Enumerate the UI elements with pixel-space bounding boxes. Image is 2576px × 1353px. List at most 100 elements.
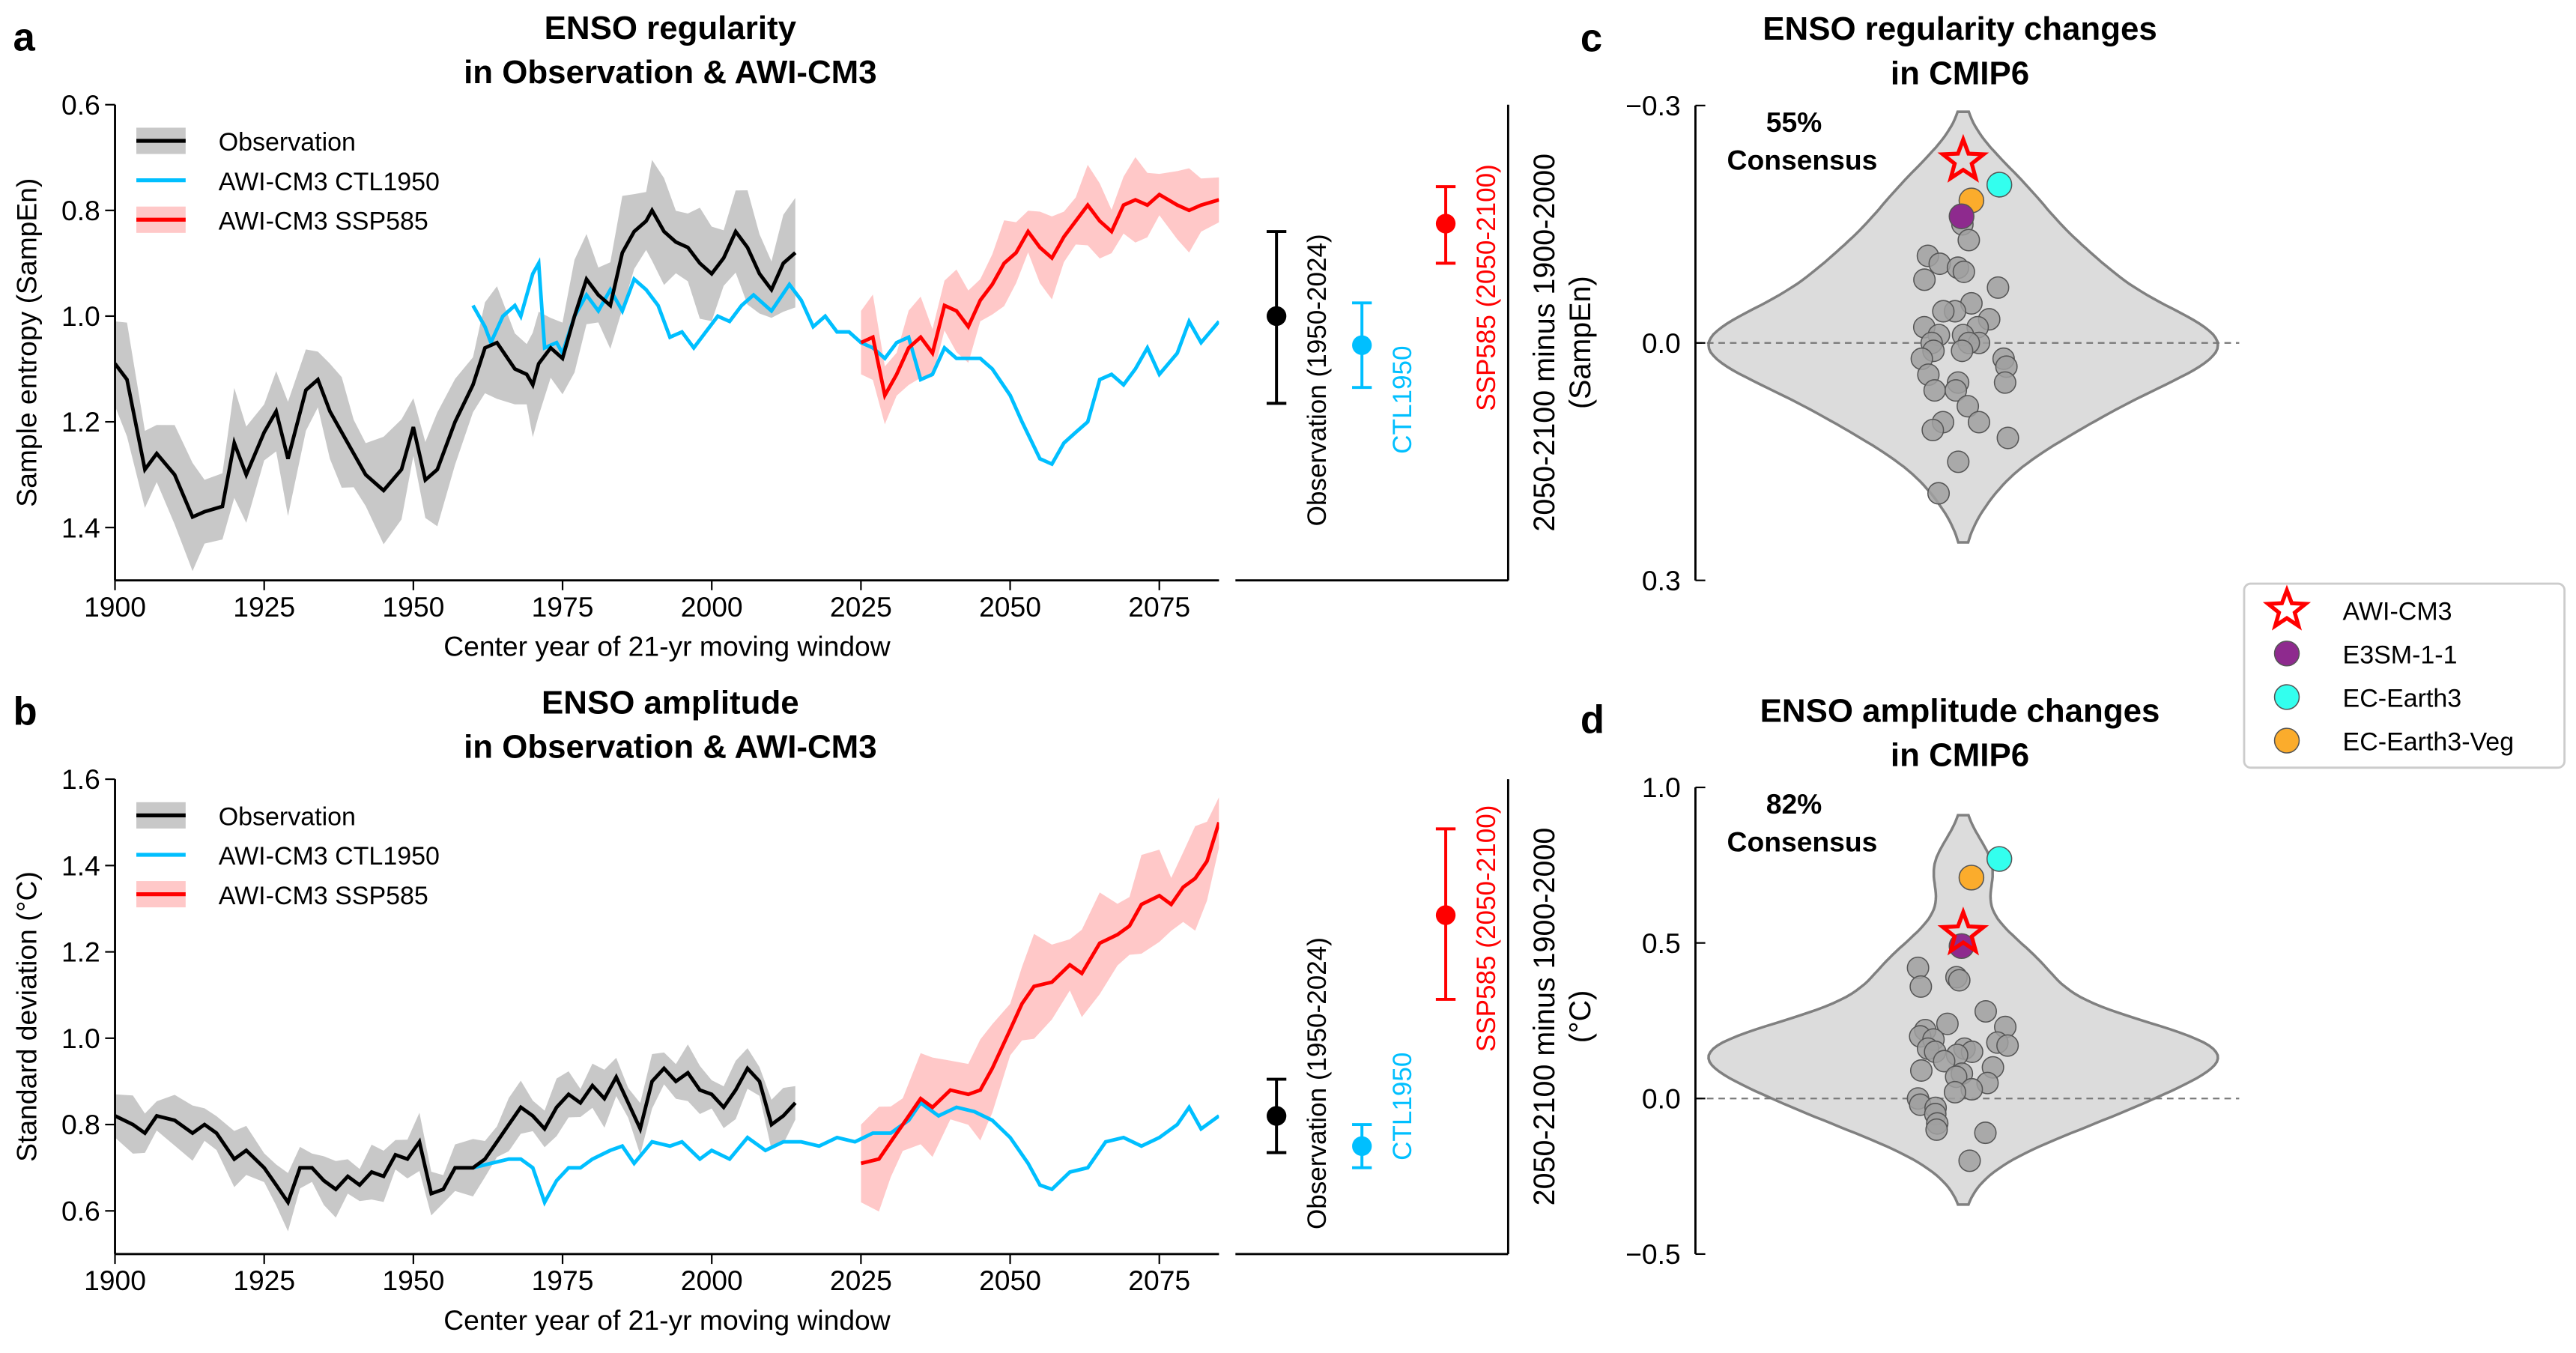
model-point: [1906, 956, 1930, 979]
plot-area-b: [115, 796, 1219, 1232]
model-point: [1925, 1118, 1948, 1141]
model-point: [1909, 975, 1933, 998]
model-point: [1996, 1034, 2019, 1057]
legend-label: E3SM-1-1: [2343, 641, 2458, 669]
model-point: [1967, 411, 1991, 434]
model-point: [1951, 339, 1974, 363]
panel-letter: d: [1581, 698, 1604, 742]
chart-title: ENSO amplitude changes: [1760, 692, 2160, 729]
mean-point-ctl: [1352, 335, 1372, 355]
model-point-awi-star-icon: [1937, 906, 1989, 956]
model-point: [1933, 1050, 1956, 1073]
y-tick-label: 0.6: [61, 89, 100, 121]
x-tick-label: 1975: [532, 591, 594, 623]
violin-shape: [1707, 814, 2219, 1206]
model-point: [1909, 1059, 1933, 1082]
chart-subtitle: in Observation & AWI-CM3: [464, 729, 877, 766]
mean-point-ssp: [1435, 905, 1456, 925]
model-point: [1945, 379, 1968, 402]
summary-label-ctl: CTL1950: [1388, 346, 1417, 454]
consensus-label: Consensus: [1727, 826, 1878, 858]
uncertainty-band-observation: [115, 1044, 795, 1232]
legend-label: EC-Earth3-Veg: [2343, 728, 2515, 757]
model-point: [1996, 426, 2019, 450]
model-point: [1974, 999, 1997, 1023]
x-tick-label: 1950: [382, 1265, 444, 1296]
y-tick-label: 1.0: [1642, 772, 1681, 803]
mean-point-observation: [1266, 306, 1287, 327]
y-tick-label: 1.2: [61, 936, 100, 968]
y-tick-label: 1.0: [61, 1023, 100, 1054]
y-tick-label: 0.0: [1642, 327, 1681, 359]
model-point-ecearth3veg: [1958, 865, 1985, 891]
legend-label: AWI-CM3 SSP585: [219, 207, 428, 235]
y-tick-label: 0.0: [1642, 1083, 1681, 1114]
model-point-awi-star-icon: [1937, 133, 1989, 183]
x-tick-label: 1900: [84, 1265, 146, 1296]
panel-letter: c: [1581, 16, 1602, 60]
y-tick-label: 0.3: [1642, 565, 1681, 596]
chart-subtitle: in CMIP6: [1891, 737, 2029, 774]
summary-label-ssp: SSP585 (2050-2100): [1472, 805, 1501, 1053]
legend: Observation AWI-CM3 CTL1950 AWI-CM3 SSP585: [136, 802, 440, 910]
x-tick-label: 2075: [1128, 1265, 1190, 1296]
series-line-observation: [115, 1065, 797, 1207]
y-tick-label: 0.8: [61, 195, 100, 226]
uncertainty-band-observation: [115, 160, 795, 572]
model-point: [1913, 268, 1936, 291]
panel-letter: b: [13, 690, 37, 734]
model-point: [1957, 228, 1981, 252]
uncertainty-band-ssp: [861, 796, 1219, 1212]
series-line-observation: [115, 206, 797, 520]
plot-area-a: [115, 157, 1219, 572]
model-point-ecearth3: [1986, 846, 2013, 872]
series-line-ssp: [860, 822, 1219, 1166]
legend-marker-e3sm: [2273, 641, 2300, 667]
legend-label: AWI-CM3 CTL1950: [219, 168, 440, 196]
model-point: [1958, 1149, 1981, 1172]
summary-label-observation: Observation (1950-2024): [1303, 937, 1332, 1229]
y-axis-label: Sample entropy (SampEn): [10, 178, 42, 507]
model-point: [1957, 395, 1980, 418]
series-line-ssp: [860, 192, 1219, 401]
x-tick-label: 2075: [1128, 591, 1190, 623]
summary-y-label: 2050-2100 minus 1900-2000: [1528, 828, 1561, 1206]
legend-label: AWI-CM3 CTL1950: [219, 842, 440, 871]
chart-subtitle: in Observation & AWI-CM3: [464, 54, 877, 91]
model-point: [1927, 482, 1951, 505]
x-tick-label: 2000: [681, 1265, 743, 1296]
summary-y-unit: (°C): [1564, 990, 1597, 1044]
model-point-ecearth3: [1986, 172, 2013, 198]
y-tick-label: 0.6: [61, 1195, 100, 1226]
y-tick-label: 1.2: [61, 406, 100, 438]
legend-label: Observation: [219, 802, 356, 831]
y-axis-label: Standard deviation (°C): [10, 871, 42, 1162]
x-tick-label: 2050: [979, 591, 1041, 623]
summary-label-ctl: CTL1950: [1388, 1053, 1417, 1160]
mean-point-ssp: [1435, 214, 1456, 234]
model-point: [1932, 300, 1955, 323]
summary-label-ssp: SSP585 (2050-2100): [1472, 164, 1501, 411]
x-tick-label: 2000: [681, 591, 743, 623]
x-tick-label: 2025: [830, 1265, 892, 1296]
x-axis-label: Center year of 21-yr moving window: [443, 1304, 891, 1336]
legend-marker-ecearth3: [2273, 684, 2300, 710]
model-point: [1948, 969, 1971, 992]
summary-label-observation: Observation (1950-2024): [1303, 234, 1332, 526]
y-tick-label: 1.0: [61, 300, 100, 332]
legend-marker-ecearth3veg: [2273, 727, 2300, 754]
mean-point-observation: [1266, 1106, 1287, 1126]
legend-label: EC-Earth3: [2343, 685, 2462, 713]
legend: Observation AWI-CM3 CTL1950 AWI-CM3 SSP585: [136, 127, 440, 235]
consensus-percent: 55%: [1766, 106, 1822, 138]
model-point: [1923, 379, 1946, 402]
x-axis-label: Center year of 21-yr moving window: [443, 631, 891, 662]
legend-label: Observation: [219, 128, 356, 157]
summary-y-label: 2050-2100 minus 1900-2000: [1528, 154, 1561, 532]
legend-star-icon: [2262, 584, 2312, 631]
chart-title: ENSO amplitude: [542, 684, 799, 721]
consensus-label: Consensus: [1727, 144, 1878, 175]
x-tick-label: 2050: [979, 1265, 1041, 1296]
consensus-percent: 82%: [1766, 788, 1822, 820]
